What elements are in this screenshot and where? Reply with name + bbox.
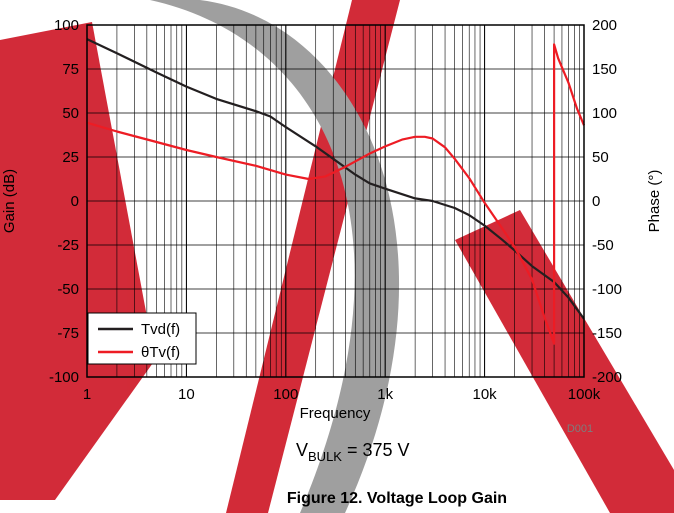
legend-label-theta-tv: θTv(f)	[141, 344, 180, 361]
y-axis-label-left: Gain (dB)	[1, 169, 18, 233]
figure-caption: Figure 12. Voltage Loop Gain	[287, 490, 507, 507]
y-tick-label-right: 200	[592, 17, 617, 34]
x-axis-label: Frequency	[300, 405, 371, 422]
y-tick-label-right: -200	[592, 369, 622, 386]
y-ticks-left: 100 75 50 25 0 -25 -50 -75 -100	[49, 17, 79, 386]
chart-code: D001	[567, 423, 593, 435]
watermark-red-swoosh-right	[455, 210, 674, 513]
condition-main: V	[296, 440, 308, 460]
y-tick-label-left: -25	[57, 237, 79, 254]
y-ticks-right: 200 150 100 50 0 -50 -100 -150 -200	[592, 17, 622, 386]
y-tick-label-left: 25	[62, 149, 79, 166]
condition-subscript: BULK	[308, 449, 342, 464]
legend-label-tvd: Tvd(f)	[141, 321, 180, 338]
y-axis-label-right: Phase (°)	[646, 170, 663, 233]
x-tick-label: 100	[273, 386, 298, 403]
watermark-red-swoosh-left	[0, 22, 155, 500]
y-tick-label-right: -50	[592, 237, 614, 254]
x-tick-label: 1	[83, 386, 91, 403]
y-tick-label-left: 0	[71, 193, 79, 210]
legend: Tvd(f) θTv(f)	[87, 312, 197, 365]
x-ticks: 1 10 100 1k 10k 100k	[83, 386, 601, 403]
watermark-gray-swoosh	[150, 0, 400, 513]
x-tick-label: 1k	[377, 386, 393, 403]
y-tick-label-right: 100	[592, 105, 617, 122]
y-tick-label-left: 100	[54, 17, 79, 34]
plot-frame	[86, 24, 585, 378]
y-tick-label-right: 0	[592, 193, 600, 210]
y-tick-label-left: -100	[49, 369, 79, 386]
y-tick-label-right: 150	[592, 61, 617, 78]
series-line-theta-tv	[86, 43, 586, 345]
y-tick-label-left: 50	[62, 105, 79, 122]
y-tick-label-right: -150	[592, 325, 622, 342]
x-tick-label: 10k	[473, 386, 498, 403]
x-tick-label: 100k	[568, 386, 601, 403]
legend-box	[87, 312, 197, 365]
y-tick-label-left: -50	[57, 281, 79, 298]
x-tick-label: 10	[178, 386, 195, 403]
series-layer	[86, 38, 586, 345]
y-tick-label-left: 75	[62, 61, 79, 78]
y-tick-label-right: -100	[592, 281, 622, 298]
y-tick-label-left: -75	[57, 325, 79, 342]
condition-rest: = 375 V	[342, 440, 410, 460]
condition-annotation: VBULK = 375 V	[296, 440, 410, 464]
y-tick-label-right: 50	[592, 149, 609, 166]
